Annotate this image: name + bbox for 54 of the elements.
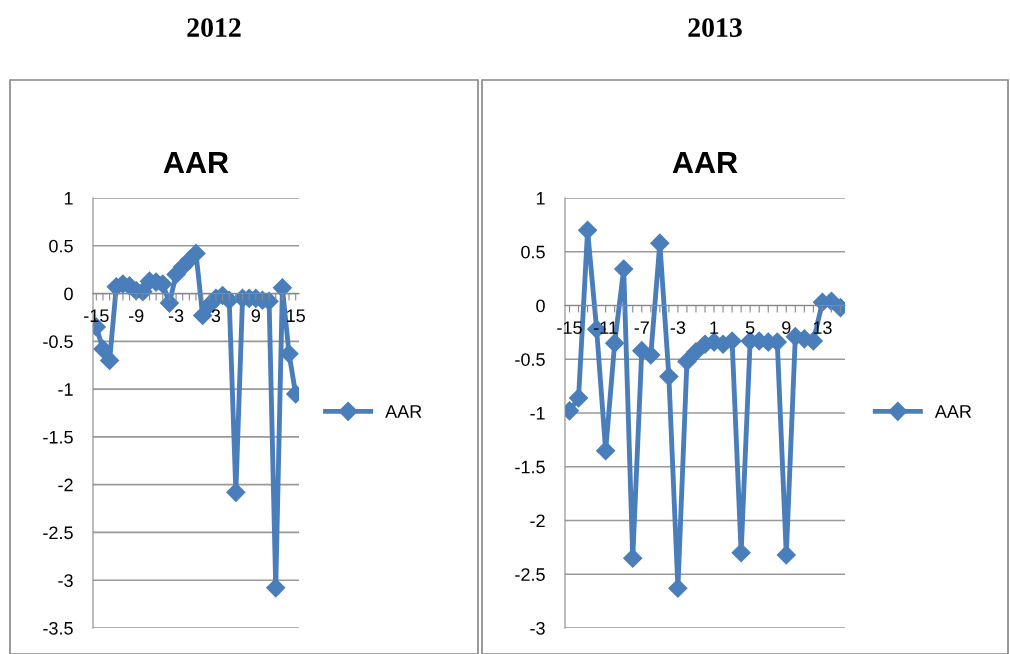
legend-label: AAR bbox=[934, 405, 972, 418]
y-tick-label: -2 bbox=[530, 514, 545, 528]
x-tick-label: -3 bbox=[168, 309, 184, 323]
point bbox=[578, 220, 598, 240]
x-tick-label: 9 bbox=[782, 321, 791, 335]
point bbox=[650, 233, 670, 253]
y-tick-label: -3 bbox=[530, 621, 545, 635]
point bbox=[596, 441, 616, 461]
point bbox=[731, 543, 751, 563]
point bbox=[623, 548, 643, 568]
y-tick-label: -3.5 bbox=[43, 621, 73, 635]
chart-title: AAR bbox=[163, 151, 229, 173]
y-tick-label: 0 bbox=[536, 299, 545, 313]
y-tick-label: -3 bbox=[58, 574, 73, 587]
y-tick-label: -2.5 bbox=[43, 526, 73, 540]
x-tick-label: 3 bbox=[211, 309, 221, 323]
point bbox=[266, 578, 286, 598]
point bbox=[641, 345, 661, 365]
point bbox=[605, 333, 625, 353]
point bbox=[677, 351, 697, 371]
x-tick-label: -9 bbox=[128, 309, 144, 323]
y-tick-label: -0.5 bbox=[43, 335, 73, 349]
y-tick-label: -1.5 bbox=[43, 431, 73, 444]
y-tick-label: -2 bbox=[58, 478, 73, 492]
y-tick-label: 0.5 bbox=[521, 245, 545, 259]
legend-label: AAR bbox=[385, 405, 422, 418]
point bbox=[569, 388, 589, 408]
y-tick-label: -0.5 bbox=[515, 353, 545, 366]
point bbox=[100, 350, 120, 370]
point bbox=[186, 243, 206, 263]
x-tick-label: 5 bbox=[745, 321, 755, 335]
point bbox=[776, 545, 796, 565]
x-tick-label: -15 bbox=[84, 309, 109, 323]
point bbox=[659, 366, 679, 386]
x-tick-label: 1 bbox=[710, 321, 719, 334]
y-tick-label: -2.5 bbox=[515, 568, 545, 581]
point bbox=[614, 259, 634, 279]
text: 2013 bbox=[688, 18, 742, 37]
text: 2012 bbox=[187, 18, 241, 37]
y-tick-label: -1 bbox=[530, 407, 545, 420]
x-tick-label: 15 bbox=[287, 309, 305, 323]
x-tick-label: -3 bbox=[670, 321, 686, 335]
point bbox=[272, 278, 292, 298]
x-tick-label: 9 bbox=[251, 309, 260, 323]
y-tick-label: 0 bbox=[64, 287, 73, 301]
y-tick-label: -1.5 bbox=[515, 460, 545, 474]
y-tick-label: 1 bbox=[64, 192, 73, 205]
x-tick-label: -7 bbox=[634, 321, 649, 334]
point bbox=[668, 578, 688, 598]
chart-title: AAR bbox=[672, 151, 738, 173]
y-tick-label: -1 bbox=[58, 383, 73, 396]
point bbox=[226, 482, 246, 502]
y-tick-label: 0.5 bbox=[49, 239, 73, 253]
y-tick-label: 1 bbox=[536, 192, 545, 205]
